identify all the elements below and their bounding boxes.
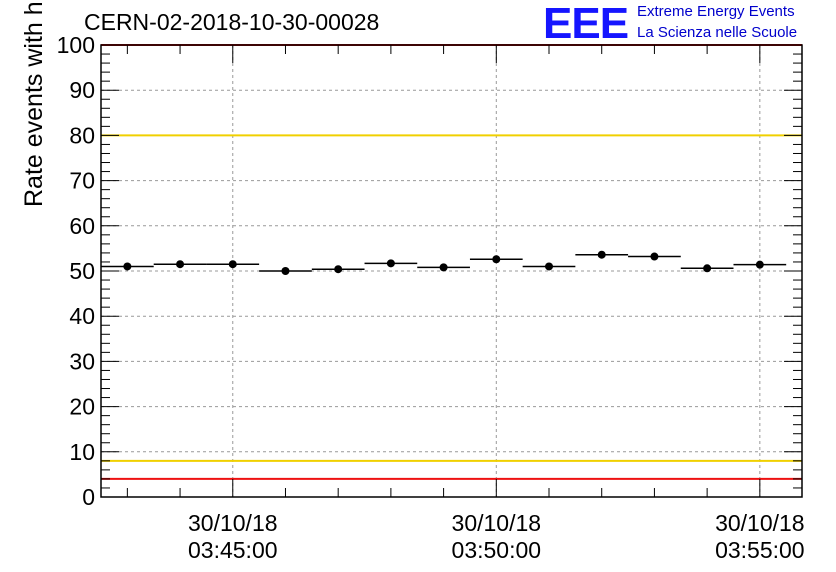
logo-line-1: Extreme Energy Events xyxy=(637,3,795,20)
data-point xyxy=(334,265,343,274)
data-point xyxy=(228,260,237,269)
x-tick-date-label: 30/10/18 xyxy=(452,510,542,536)
y-tick-label: 60 xyxy=(69,213,95,239)
y-tick-label: 50 xyxy=(69,258,95,284)
y-tick-label: 80 xyxy=(69,122,95,148)
y-tick-label: 30 xyxy=(69,348,95,374)
chart-title: CERN-02-2018-10-30-00028 xyxy=(84,9,380,35)
y-tick-label: 90 xyxy=(69,77,95,103)
y-tick-label: 100 xyxy=(57,32,95,58)
y-tick-label: 40 xyxy=(69,303,95,329)
x-tick-time-label: 03:55:00 xyxy=(715,537,805,563)
data-point xyxy=(755,260,764,269)
data-point xyxy=(176,260,185,269)
x-tick-time-label: 03:50:00 xyxy=(452,537,542,563)
eee-logo-mark: EEE xyxy=(543,0,629,48)
y-tick-label: 20 xyxy=(69,394,95,420)
x-tick-date-label: 30/10/18 xyxy=(715,510,805,536)
data-point xyxy=(281,267,290,275)
data-point xyxy=(386,259,395,268)
y-axis-label: Rate events with hits [Hz] xyxy=(20,0,48,207)
logo-line-2: La Scienza nelle Scuole xyxy=(637,24,798,41)
data-point xyxy=(597,250,606,259)
y-tick-label: 0 xyxy=(82,484,95,510)
y-tick-label: 10 xyxy=(69,439,95,465)
y-tick-label: 70 xyxy=(69,168,95,194)
data-point xyxy=(439,263,448,272)
data-point xyxy=(650,252,659,261)
x-tick-date-label: 30/10/18 xyxy=(188,510,278,536)
data-point xyxy=(123,262,132,271)
data-point xyxy=(703,264,712,273)
x-tick-time-label: 03:45:00 xyxy=(188,537,278,563)
data-point xyxy=(545,262,554,271)
data-point xyxy=(492,255,501,264)
